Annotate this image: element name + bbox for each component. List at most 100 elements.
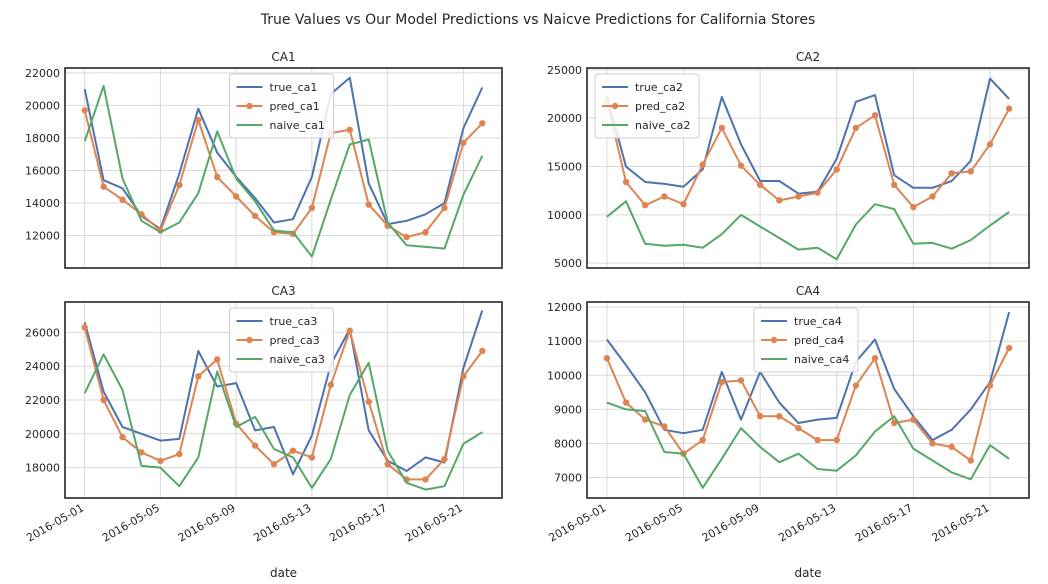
data-point-pred_ca2 xyxy=(871,112,879,119)
x-axis-label: date xyxy=(794,566,821,580)
data-point-pred_ca1 xyxy=(346,126,353,133)
data-point-pred_ca4 xyxy=(756,412,764,420)
data-point-pred_ca4 xyxy=(814,436,821,444)
data-point-pred_ca2 xyxy=(661,193,668,200)
data-point-pred_ca1 xyxy=(100,183,107,190)
data-point-pred_ca3 xyxy=(119,433,126,441)
data-point-pred_ca2 xyxy=(756,181,764,189)
panel-title-ca1: CA1 xyxy=(271,50,295,64)
data-point-pred_ca3 xyxy=(289,447,297,454)
legend-label-naive_ca3: naive_ca3 xyxy=(270,353,325,366)
data-point-pred_ca3 xyxy=(346,327,353,334)
panel-title-ca3: CA3 xyxy=(271,284,295,298)
axes-frame xyxy=(586,67,1030,269)
data-point-pred_ca3 xyxy=(157,457,164,465)
data-point-pred_ca4 xyxy=(1005,344,1013,352)
data-point-pred_ca1 xyxy=(441,204,448,212)
data-point-pred_ca3 xyxy=(441,455,448,463)
y-tick-label: 11000 xyxy=(547,335,582,348)
legend-label-pred_ca4: pred_ca4 xyxy=(794,334,844,347)
data-point-pred_ca2 xyxy=(641,201,649,209)
x-tick-label: 2016-05-13 xyxy=(776,501,838,544)
y-tick-label: 15000 xyxy=(547,161,582,174)
x-tick-label: 2016-05-01 xyxy=(24,501,86,544)
data-point-pred_ca3 xyxy=(138,449,145,456)
axes-frame xyxy=(64,67,503,269)
data-point-pred_ca4 xyxy=(929,440,936,447)
y-tick-label: 8000 xyxy=(554,437,582,450)
y-tick-label: 14000 xyxy=(25,197,60,210)
series-line-pred_ca1 xyxy=(83,110,484,239)
series-line-naive_ca4 xyxy=(606,401,1010,489)
legend-marker-pred_ca2 xyxy=(611,102,619,110)
data-point-pred_ca1 xyxy=(460,139,467,146)
data-point-pred_ca1 xyxy=(365,201,372,208)
data-point-pred_ca2 xyxy=(967,168,975,175)
data-point-pred_ca2 xyxy=(814,189,821,196)
series-line-true_ca4 xyxy=(606,311,1011,442)
data-point-pred_ca2 xyxy=(929,193,936,200)
data-point-pred_ca3 xyxy=(365,398,372,405)
legend-label-naive_ca1: naive_ca1 xyxy=(270,119,325,132)
data-point-pred_ca2 xyxy=(833,166,840,173)
data-point-pred_ca1 xyxy=(81,107,88,114)
y-tick-label: 18000 xyxy=(25,132,60,145)
data-point-pred_ca2 xyxy=(986,141,994,148)
data-point-pred_ca4 xyxy=(890,419,898,427)
data-point-pred_ca4 xyxy=(986,382,994,389)
legend-label-true_ca3: true_ca3 xyxy=(270,315,318,328)
data-point-pred_ca1 xyxy=(479,120,486,127)
series-line-pred_ca2 xyxy=(605,100,1010,209)
data-point-pred_ca3 xyxy=(270,461,278,468)
data-point-pred_ca2 xyxy=(948,170,955,177)
y-tick-label: 10000 xyxy=(547,209,582,222)
panel-title-ca2: CA2 xyxy=(796,50,820,64)
data-point-pred_ca4 xyxy=(718,378,726,386)
legend: true_ca2 pred_ca2 naive_ca2 xyxy=(594,73,700,139)
y-tick-label: 25000 xyxy=(547,64,582,77)
data-point-pred_ca2 xyxy=(699,161,706,168)
legend-label-pred_ca2: pred_ca2 xyxy=(635,100,685,113)
data-point-pred_ca3 xyxy=(214,356,221,363)
panel-0: CA1 12000 14000 16000 18000 20000 22000 true_ca… xyxy=(25,50,503,269)
panel-3: CA4 7000 8000 9000 10000 11000 12000 2016-05-01… xyxy=(547,284,1030,580)
x-tick-label: 2016-05-17 xyxy=(853,501,915,544)
legend-box xyxy=(594,73,700,139)
data-point-pred_ca3 xyxy=(460,373,467,380)
data-point-pred_ca3 xyxy=(176,450,183,458)
legend-box xyxy=(229,307,334,373)
legend-label-naive_ca2: naive_ca2 xyxy=(635,119,690,132)
legend: true_ca1 pred_ca1 naive_ca1 xyxy=(229,73,334,139)
x-tick-label: 2016-05-09 xyxy=(176,501,238,544)
data-point-pred_ca2 xyxy=(890,181,898,189)
y-tick-label: 5000 xyxy=(554,257,582,270)
data-point-pred_ca3 xyxy=(327,381,335,388)
panel-title-ca4: CA4 xyxy=(796,284,820,298)
data-point-pred_ca3 xyxy=(251,442,259,449)
figure-title: True Values vs Our Model Predictions vs … xyxy=(260,12,816,28)
legend-label-true_ca4: true_ca4 xyxy=(794,315,842,328)
legend: true_ca3 pred_ca3 naive_ca3 xyxy=(229,307,334,373)
data-point-pred_ca3 xyxy=(479,347,486,355)
legend-label-true_ca2: true_ca2 xyxy=(635,81,683,94)
series-line-naive_ca2 xyxy=(606,200,1010,261)
y-tick-label: 7000 xyxy=(554,472,582,485)
series-line-true_ca3 xyxy=(83,310,484,476)
data-point-pred_ca4 xyxy=(603,355,611,362)
legend-label-pred_ca3: pred_ca3 xyxy=(270,334,320,347)
legend-box xyxy=(229,73,334,139)
data-point-pred_ca4 xyxy=(967,457,975,464)
legend-label-pred_ca1: pred_ca1 xyxy=(270,100,320,113)
data-point-pred_ca1 xyxy=(251,212,259,220)
y-tick-label: 18000 xyxy=(25,462,60,475)
y-tick-label: 24000 xyxy=(25,360,60,373)
y-tick-label: 10000 xyxy=(547,369,582,382)
x-axis-label: date xyxy=(270,566,297,580)
data-point-pred_ca1 xyxy=(308,204,316,212)
x-tick-label: 2016-05-17 xyxy=(327,501,389,544)
data-point-pred_ca2 xyxy=(1005,105,1013,112)
y-tick-label: 12000 xyxy=(547,301,582,314)
data-point-pred_ca3 xyxy=(308,454,316,461)
data-point-pred_ca2 xyxy=(680,201,687,208)
